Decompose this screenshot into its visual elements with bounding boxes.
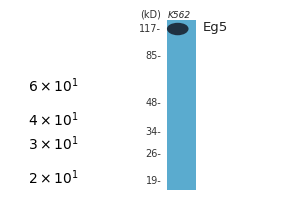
Ellipse shape <box>167 23 188 35</box>
Text: Eg5: Eg5 <box>203 21 228 34</box>
Text: 117-: 117- <box>140 24 161 34</box>
Text: K562: K562 <box>168 11 191 20</box>
Text: 19-: 19- <box>146 176 161 186</box>
Text: 26-: 26- <box>146 149 161 159</box>
Text: (kD): (kD) <box>140 9 161 19</box>
Text: 34-: 34- <box>146 127 161 137</box>
Text: 48-: 48- <box>146 98 161 108</box>
Text: 85-: 85- <box>146 51 161 61</box>
Bar <box>167 20 196 190</box>
